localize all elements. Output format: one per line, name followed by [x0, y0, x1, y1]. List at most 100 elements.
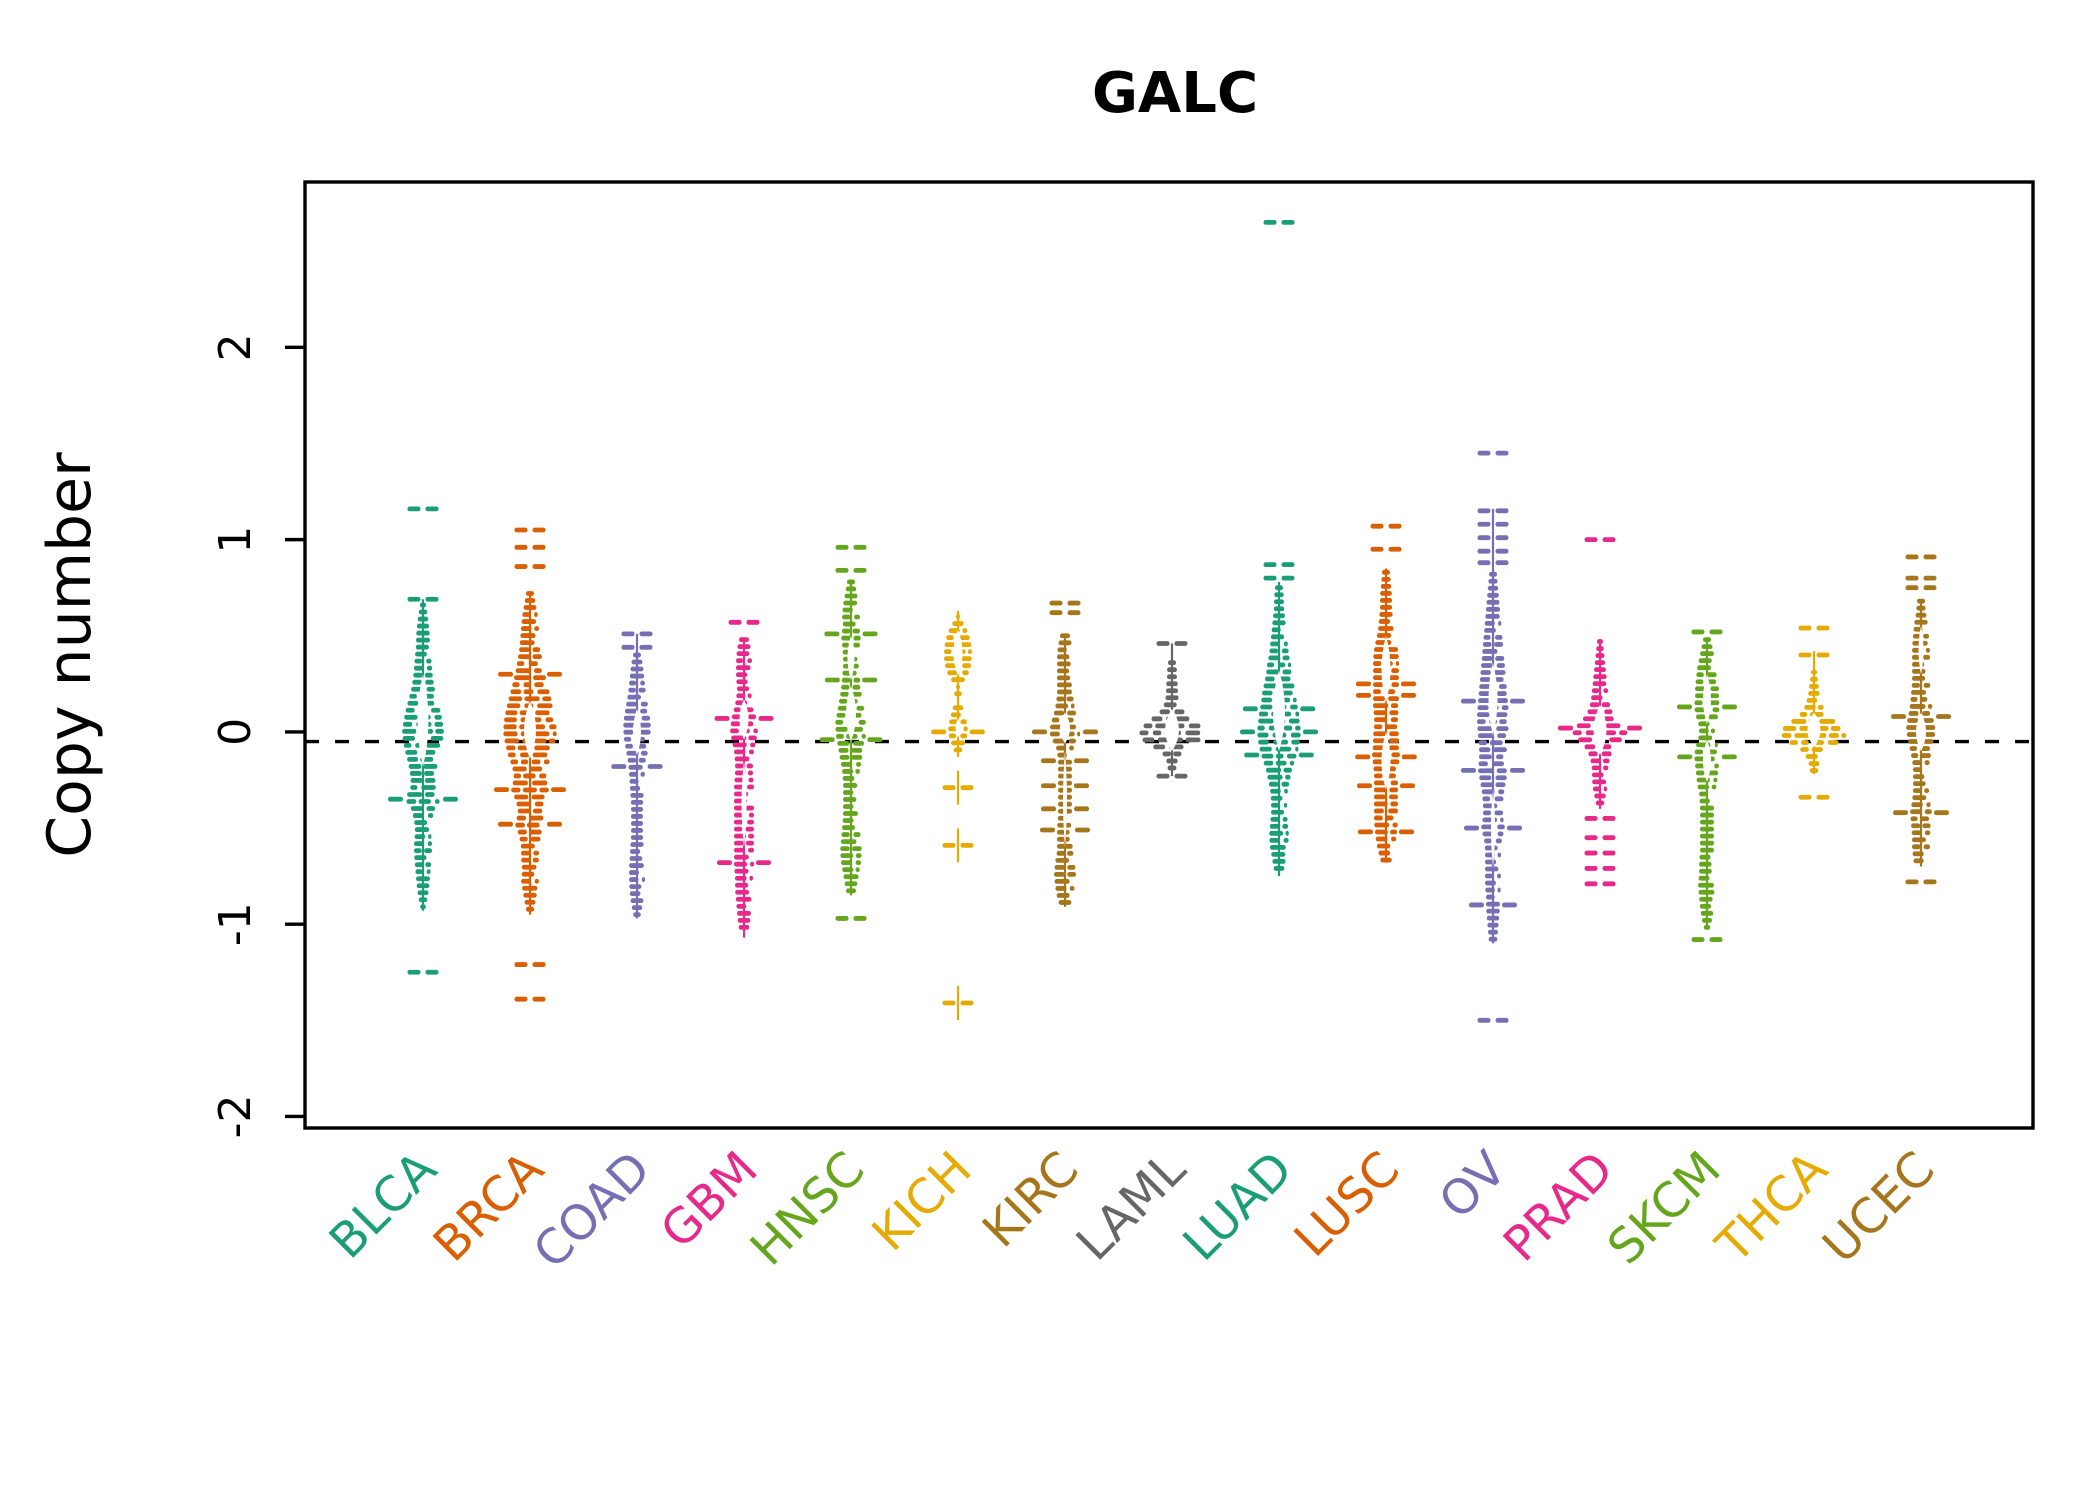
outlier-dash [514, 996, 528, 1002]
outlier-dash [1477, 521, 1491, 527]
violin-hollow [1703, 739, 1711, 782]
x-label-KIRC: KIRC [972, 1141, 1089, 1258]
outlier-dash [942, 785, 956, 791]
outlier-dash [1816, 794, 1830, 800]
outlier-dash [1905, 554, 1919, 560]
violin-hollow [1273, 670, 1285, 752]
outlier-dash [1691, 937, 1705, 942]
outlier-dash [1477, 560, 1491, 566]
outlier-dash [1602, 537, 1616, 543]
violin-hollow [739, 699, 749, 740]
violin-LUAD [1240, 219, 1318, 877]
outlier-dash [1584, 816, 1598, 821]
outlier-dash [1584, 881, 1598, 887]
outlier-dash [1477, 450, 1491, 456]
outlier-dash [407, 506, 421, 512]
outlier-dash [1905, 585, 1919, 591]
outlier-dash [1174, 773, 1188, 779]
outlier-dash [1602, 850, 1616, 856]
x-label-LUSC: LUSC [1284, 1141, 1411, 1268]
outlier-dash [1281, 562, 1295, 568]
violin-hollow [741, 760, 747, 848]
outlier-dash [728, 619, 742, 625]
violin-hollow [1063, 751, 1067, 848]
violin-hollow [1593, 704, 1607, 755]
outlier-dash [1263, 219, 1277, 225]
outlier-dash [639, 631, 653, 637]
outlier-dash [960, 842, 974, 848]
violin-SKCM [1677, 629, 1737, 942]
violin-hollow [1703, 674, 1711, 725]
violin-hollow [847, 635, 855, 680]
violin-BLCA [388, 506, 458, 975]
violin-LUSC [1355, 523, 1417, 863]
outlier-dash [1602, 881, 1616, 887]
violin-hollow [953, 630, 963, 677]
outlier-dash [1495, 1017, 1509, 1023]
outlier-dash [1584, 850, 1598, 856]
outlier-dash [1067, 600, 1081, 606]
outlier-dash [1495, 521, 1509, 527]
outlier-dash [1049, 610, 1063, 616]
x-label-SKCM: SKCM [1597, 1141, 1732, 1276]
outlier-dash [1370, 546, 1384, 552]
outlier-dash [639, 644, 653, 650]
violin-stem [1384, 568, 1388, 863]
outlier-dash [532, 996, 546, 1002]
violin-stem [635, 633, 639, 919]
outlier-dash [1905, 575, 1919, 581]
x-label-THCA: THCA [1705, 1141, 1839, 1275]
violin-BRCA [494, 527, 566, 1002]
violin-LAML [1139, 641, 1201, 779]
outlier-dash [1388, 546, 1402, 552]
outlier-dash [1263, 562, 1277, 568]
outlier-dash [853, 567, 867, 573]
outlier-dash [1263, 575, 1277, 581]
outlier-dash [1602, 816, 1616, 821]
violin-GBM [714, 619, 774, 938]
outlier-dash [1388, 523, 1402, 529]
violin-stem [956, 610, 960, 757]
violin-hollow [846, 685, 856, 742]
outlier-dash [1495, 450, 1509, 456]
outlier-dash [835, 567, 849, 573]
outlier-dash [532, 564, 546, 569]
outlier-dash [514, 564, 528, 569]
outlier-dash [1477, 548, 1491, 554]
outlier-dash [621, 644, 635, 650]
outlier-dash [1477, 535, 1491, 541]
outlier-dash [1156, 641, 1170, 646]
violin-hollow [1918, 626, 1924, 675]
outlier-dash [1923, 575, 1937, 581]
violin-THCA [1781, 625, 1847, 800]
outlier-dash [1477, 508, 1491, 514]
outlier-dash [942, 842, 956, 848]
violin-hollow [417, 674, 429, 767]
outlier-dash [425, 596, 439, 602]
violin-hollow [524, 701, 536, 759]
violin-hollow [955, 718, 961, 738]
outlier-dash [1477, 1017, 1491, 1023]
outlier-dash [1798, 652, 1812, 658]
outlier-dash [425, 969, 439, 975]
outlier-dash [1709, 629, 1723, 635]
violin-HNSC [819, 544, 883, 921]
violin-UCEC [1891, 554, 1951, 885]
y-tick-label: 1 [210, 526, 261, 554]
outlier-dash [1691, 629, 1705, 635]
outlier-dash [621, 631, 635, 637]
x-label-LUAD: LUAD [1172, 1141, 1303, 1272]
violin-KIRC [1032, 600, 1098, 907]
y-axis-title: Copy number [35, 452, 105, 858]
x-label-UCEC: UCEC [1812, 1141, 1945, 1274]
outlier-dash [1905, 879, 1919, 885]
violin-hollow [1916, 712, 1926, 752]
outlier-tick [956, 986, 960, 1021]
x-label-HNSC: HNSC [740, 1141, 876, 1277]
outlier-dash [514, 962, 528, 967]
outlier-dash [960, 1000, 974, 1006]
x-label-KICH: KICH [861, 1141, 982, 1262]
violin-hollow [1488, 662, 1498, 736]
outlier-dash [1067, 610, 1081, 616]
